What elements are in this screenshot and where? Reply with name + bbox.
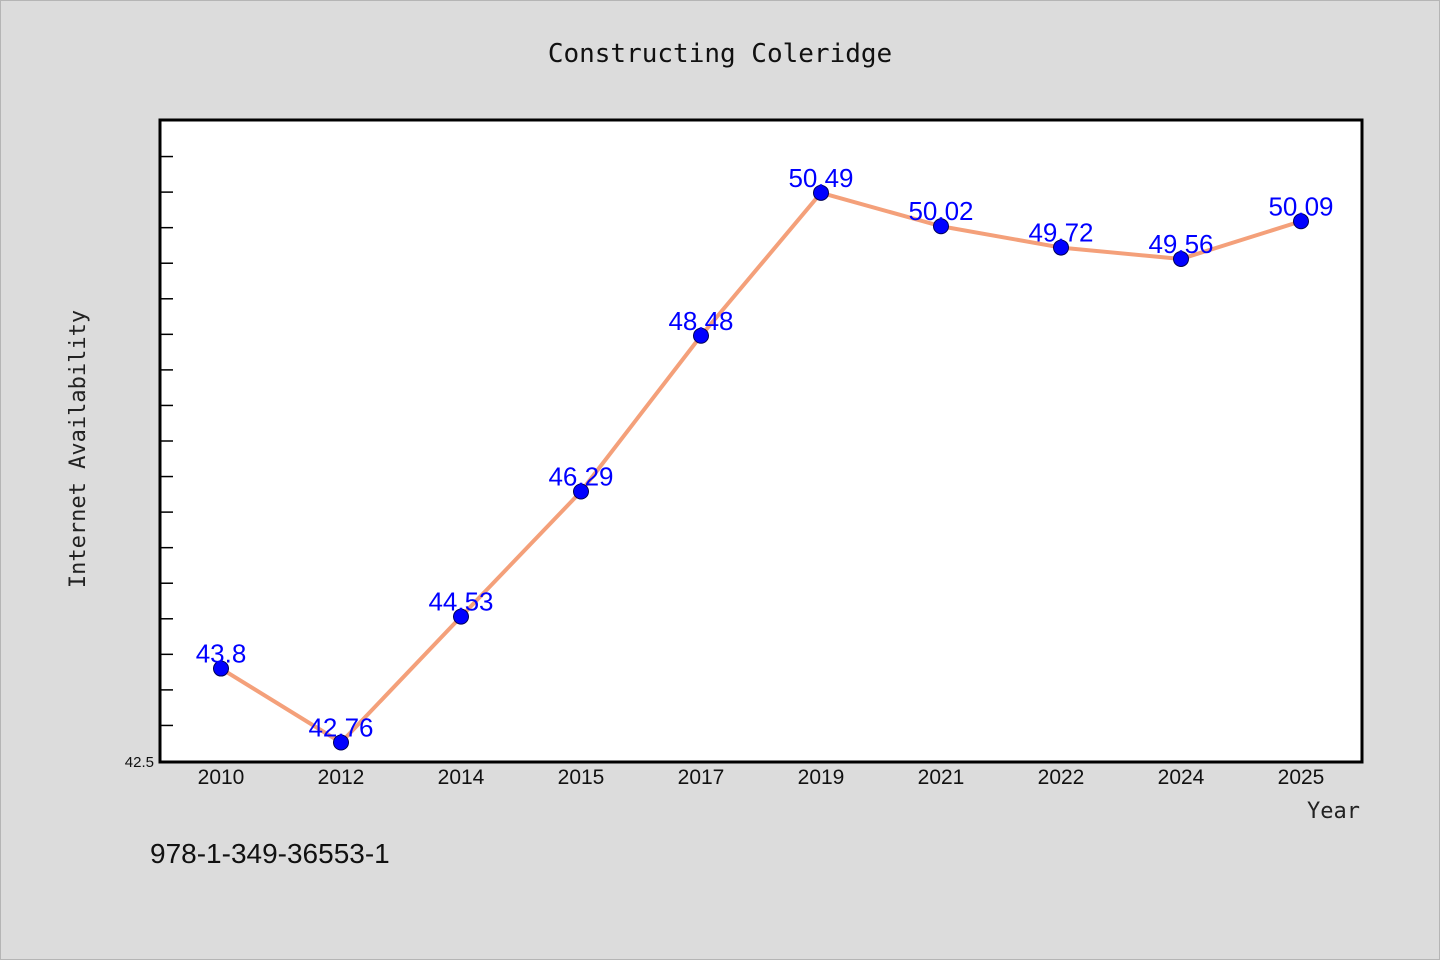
data-point: [813, 184, 829, 201]
data-point: [453, 608, 469, 625]
data-point: [213, 660, 229, 677]
data-point: [1053, 239, 1069, 256]
series-line-group: [219, 190, 1303, 745]
x-tick-label: 2021: [918, 766, 965, 789]
data-point: [573, 483, 589, 500]
y-tick-label: 42.5: [125, 754, 154, 771]
x-axis-ticks: 2010 2012 2014 2015 2017 2019 2021 2022 2024 2025: [198, 766, 1325, 789]
x-tick-label: 2015: [558, 766, 605, 789]
data-label: 49.72: [1028, 218, 1093, 248]
x-tick-label: 2014: [438, 766, 485, 789]
data-point: [693, 327, 709, 344]
data-label: 42.76: [308, 713, 373, 743]
series-line: [219, 190, 1303, 745]
y-axis-ticks: 42.5: [125, 155, 173, 771]
x-tick-label: 2025: [1278, 766, 1325, 789]
data-label: 49.56: [1148, 229, 1213, 259]
plot-area: [158, 118, 1364, 764]
chart-title: Constructing Coleridge: [548, 39, 892, 69]
data-label: 44.53: [428, 587, 493, 617]
data-label: 46.29: [548, 461, 613, 491]
data-label: 50.49: [788, 163, 853, 193]
data-label: 50.02: [908, 196, 973, 226]
data-label: 43.8: [196, 639, 247, 669]
x-tick-label: 2017: [678, 766, 725, 789]
x-tick-label: 2019: [798, 766, 845, 789]
data-label: 50.09: [1268, 191, 1333, 221]
x-tick-label: 2012: [318, 766, 365, 789]
data-point: [1293, 213, 1309, 230]
x-tick-label: 2022: [1038, 766, 1085, 789]
data-labels: 43.8 42.76 44.53 46.29 48.48 50.49 50.02 49.72 4…: [196, 163, 1334, 743]
data-point: [1173, 250, 1189, 267]
data-label: 48.48: [668, 306, 733, 336]
x-axis-label: Year: [1307, 799, 1360, 824]
data-point: [333, 734, 349, 751]
x-tick-label: 2024: [1158, 766, 1205, 789]
data-point: [933, 218, 949, 235]
isbn-footnote: 978-1-349-36553-1: [150, 838, 390, 869]
x-tick-label: 2010: [198, 766, 245, 789]
data-markers: [213, 184, 1309, 751]
y-axis-label: Internet Availability: [66, 310, 91, 588]
